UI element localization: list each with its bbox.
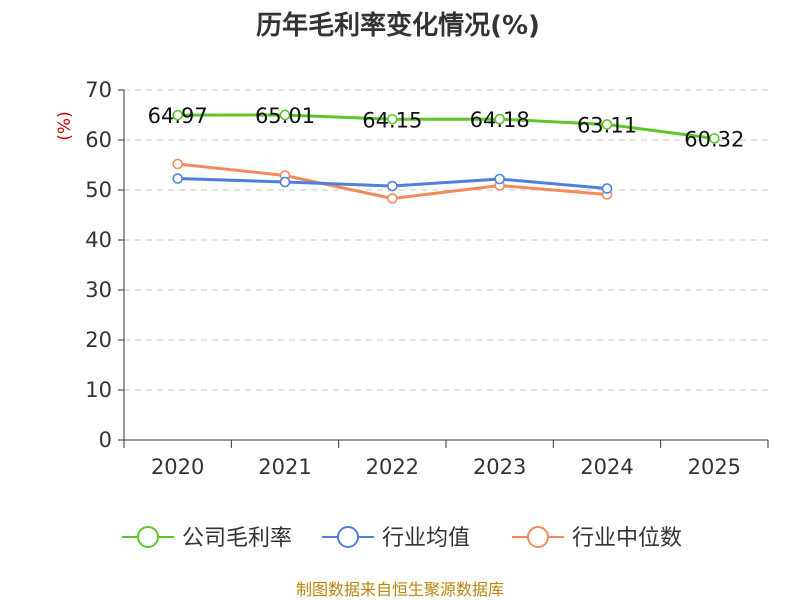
x-tick-label: 2023 xyxy=(473,455,526,479)
data-point xyxy=(387,113,398,125)
data-point xyxy=(279,109,291,121)
series-line xyxy=(177,113,715,140)
source-note: 制图数据来自恒生聚源数据库 xyxy=(296,580,504,599)
y-tick-label: 50 xyxy=(85,178,112,202)
data-label: 60.32 xyxy=(684,127,744,151)
legend-label: 公司毛利率 xyxy=(182,526,292,551)
x-tick-label: 2022 xyxy=(366,455,419,479)
y-tick-label: 60 xyxy=(85,128,112,152)
y-axis-unit: (%) xyxy=(55,111,75,140)
y-tick-label: 30 xyxy=(85,278,112,302)
y-tick-label: 20 xyxy=(85,328,112,352)
data-point xyxy=(172,158,183,170)
data-point xyxy=(172,173,183,184)
data-label: 65.01 xyxy=(255,104,315,128)
x-tick-label: 2020 xyxy=(151,455,204,479)
y-tick-label: 0 xyxy=(99,428,112,452)
data-point xyxy=(601,119,613,130)
x-tick-label: 2021 xyxy=(258,455,311,479)
x-tick-label: 2025 xyxy=(688,455,741,479)
data-point xyxy=(494,173,505,185)
x-tick-label: 2024 xyxy=(580,455,633,479)
legend-label: 行业均值 xyxy=(382,526,470,551)
legend: 公司毛利率 行业均值 行业中位数 xyxy=(122,526,682,551)
data-label: 64.15 xyxy=(362,108,422,132)
data-point xyxy=(387,180,398,192)
data-label: 64.18 xyxy=(470,108,530,132)
chart-title: 历年毛利率变化情况(%) xyxy=(256,10,540,41)
data-point xyxy=(494,113,505,125)
y-tick-label: 70 xyxy=(85,78,112,102)
series-layer: 64.97 65.01 64.15 64.18 63.11 60.32 xyxy=(148,104,744,204)
legend-marker xyxy=(137,526,159,548)
y-tick-label: 40 xyxy=(85,228,112,252)
y-tick-label: 10 xyxy=(85,378,112,402)
data-point xyxy=(601,183,613,194)
legend-marker xyxy=(337,526,359,548)
axes: 0 10 20 30 40 50 60 70 2020 2021 2022 2023 2024 2025 xyxy=(85,78,769,479)
data-label: 64.97 xyxy=(148,104,208,128)
data-point xyxy=(172,109,183,121)
data-point xyxy=(709,133,720,144)
data-point xyxy=(387,193,398,204)
data-point xyxy=(279,176,291,188)
legend-marker xyxy=(527,526,549,548)
legend-label: 行业中位数 xyxy=(572,526,682,551)
gridlines xyxy=(124,89,768,391)
data-label: 63.11 xyxy=(577,113,637,137)
